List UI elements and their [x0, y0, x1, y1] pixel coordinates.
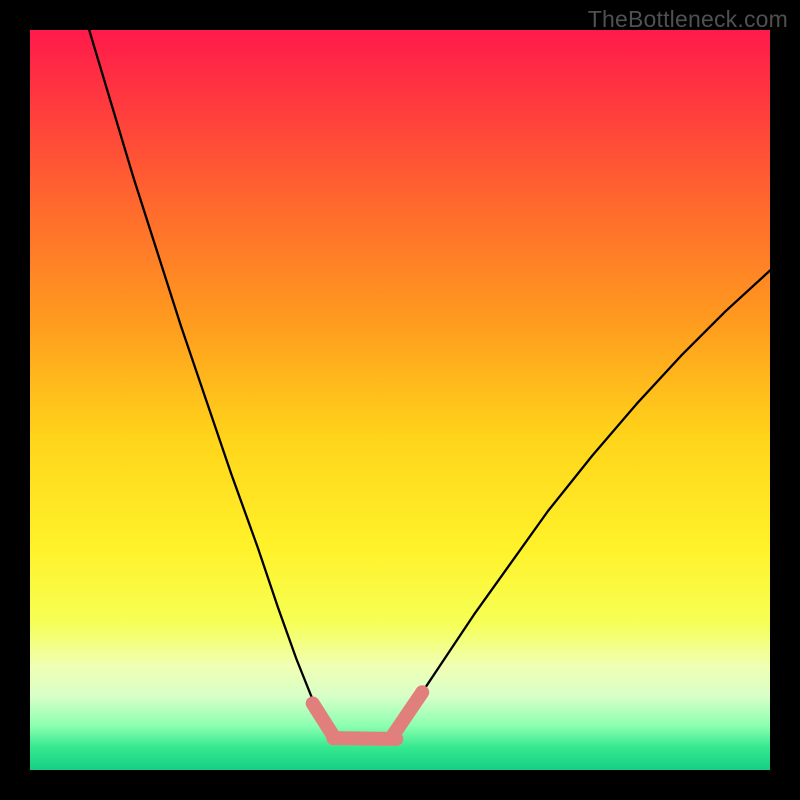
curves-group	[89, 30, 770, 730]
curve-left-branch	[89, 30, 330, 730]
highlight-group	[313, 692, 423, 739]
plot-area	[30, 30, 770, 770]
watermark-text: TheBottleneck.com	[588, 6, 788, 33]
highlight-right-foot	[393, 692, 423, 736]
curve-right-branch	[396, 271, 770, 731]
curve-svg	[30, 30, 770, 770]
highlight-left-foot	[313, 703, 334, 736]
chart-canvas: TheBottleneck.com	[0, 0, 800, 800]
